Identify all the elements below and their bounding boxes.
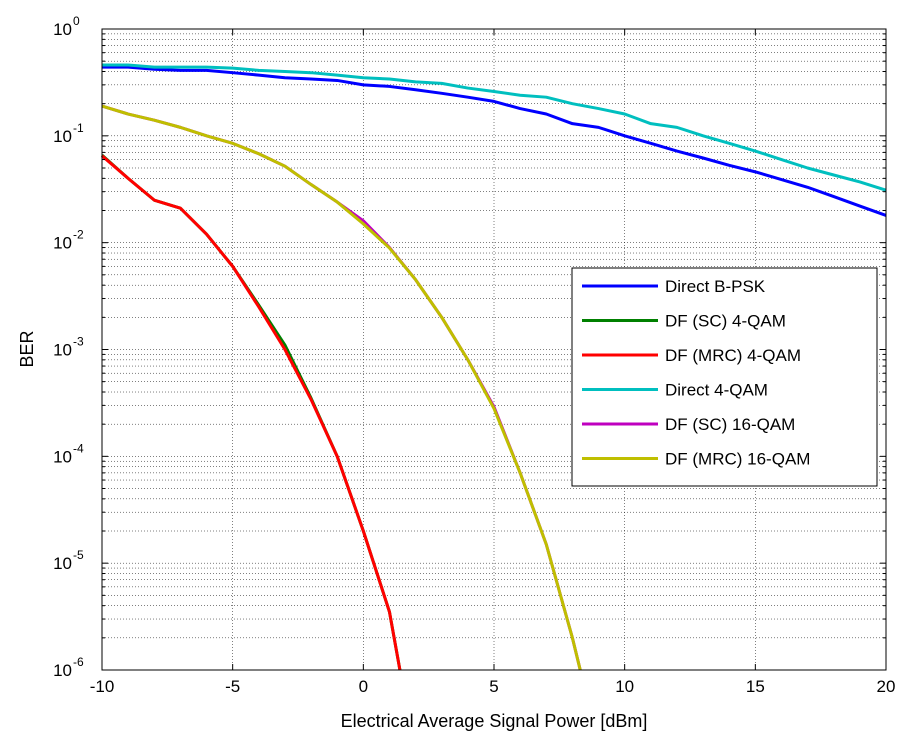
series-lines — [101, 63, 887, 671]
y-tick-exponent: -3 — [73, 335, 84, 349]
y-tick-label: 10 — [53, 20, 72, 39]
legend-label: DF (MRC) 4-QAM — [665, 346, 801, 365]
y-tick-exponent: -4 — [73, 441, 84, 455]
x-axis-title: Electrical Average Signal Power [dBm] — [341, 711, 648, 731]
x-tick-label: 10 — [615, 677, 634, 696]
series-line-4 — [102, 63, 887, 192]
y-tick-exponent: -5 — [73, 548, 84, 562]
x-tick-label: -10 — [90, 677, 115, 696]
series-line-3 — [101, 154, 402, 671]
y-tick-label: 10 — [53, 554, 72, 573]
y-tick-label: 10 — [53, 127, 72, 146]
y-axis-title: BER — [17, 330, 37, 367]
legend-label: Direct 4-QAM — [665, 381, 768, 400]
x-tick-label: -5 — [225, 677, 240, 696]
x-tick-labels: -10 -5 0 5 10 15 20 — [90, 677, 896, 696]
legend-label: Direct B-PSK — [665, 277, 766, 296]
legend: Direct B-PSK DF (SC) 4-QAM DF (MRC) 4-QAM D… — [571, 267, 878, 487]
grid — [102, 29, 886, 670]
x-tick-label: 15 — [746, 677, 765, 696]
y-tick-label: 10 — [53, 661, 72, 680]
x-tick-label: 5 — [489, 677, 498, 696]
y-tick-exponent: -6 — [73, 655, 84, 669]
legend-label: DF (SC) 4-QAM — [665, 312, 786, 331]
legend-label: DF (MRC) 16-QAM — [665, 450, 810, 469]
legend-box — [571, 267, 878, 487]
x-tick-label: 0 — [359, 677, 368, 696]
legend-label: DF (SC) 16-QAM — [665, 415, 795, 434]
series-line-1 — [102, 65, 887, 217]
x-tick-label: 20 — [877, 677, 896, 696]
series-line-6 — [101, 104, 582, 671]
y-tick-label: 10 — [53, 341, 72, 360]
y-tick-exponent: -1 — [73, 121, 84, 135]
axis-ticks — [101, 29, 887, 670]
y-tick-exponent: -2 — [73, 228, 84, 242]
y-tick-label: 10 — [53, 447, 72, 466]
y-tick-label: 10 — [53, 234, 72, 253]
y-tick-exponent: 0 — [73, 14, 80, 28]
